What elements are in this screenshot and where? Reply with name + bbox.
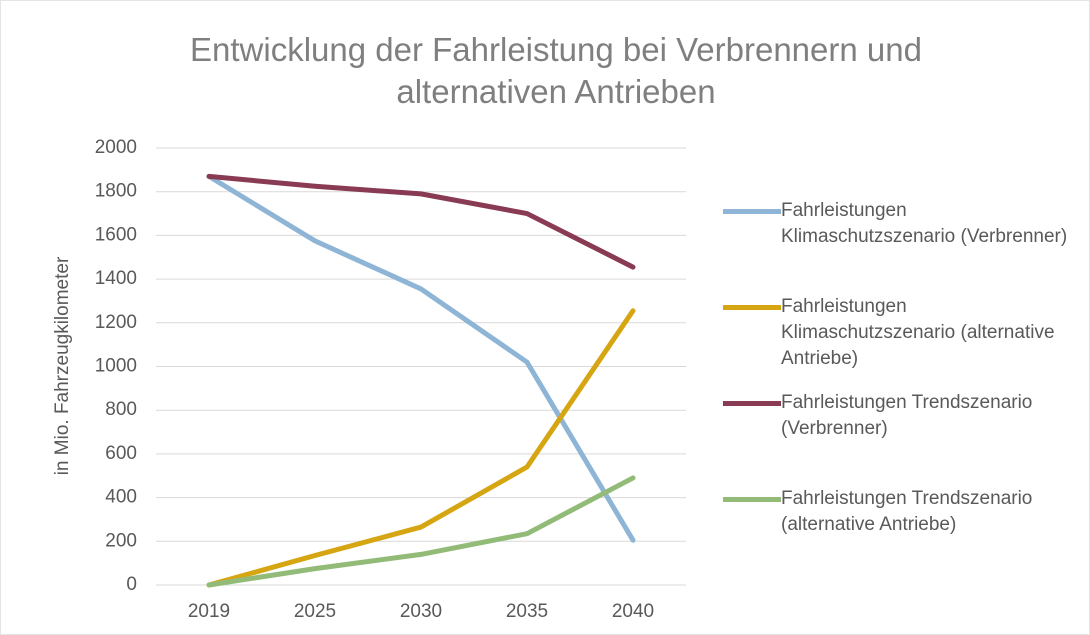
series-line: [206, 308, 636, 588]
y-axis-label: in Mio. Fahrzeugkilometer: [52, 256, 73, 475]
chart-title: Entwicklung der Fahrleistung bei Verbren…: [190, 31, 922, 110]
x-tick-label: 2030: [400, 601, 442, 622]
y-tick-label: 1600: [95, 224, 137, 245]
legend-swatch: [723, 401, 781, 406]
y-tick-label: 1400: [95, 268, 137, 289]
x-tick-label: 2025: [294, 601, 336, 622]
y-tick-label: 1800: [95, 181, 137, 202]
legend-entry: Fahrleistungen Trendszenario (Verbrenner…: [723, 390, 1081, 486]
legend-swatch: [723, 209, 781, 214]
legend-entry: Fahrleistungen Klimaschutzszenario (alte…: [723, 294, 1081, 390]
legend-swatch: [723, 305, 781, 310]
y-tick-label: 2000: [95, 137, 137, 158]
legend: Fahrleistungen Klimaschutzszenario (Verb…: [723, 198, 1081, 582]
y-tick-label: 1200: [95, 312, 137, 333]
legend-label: Fahrleistungen Klimaschutzszenario (alte…: [781, 296, 1055, 369]
y-tick-label: 800: [105, 399, 137, 420]
legend-swatch: [723, 497, 781, 502]
x-tick-label: 2035: [506, 601, 548, 622]
y-tick-label: 600: [105, 443, 137, 464]
series-line: [206, 475, 636, 588]
x-tick-label: 2040: [612, 601, 654, 622]
legend-label: Fahrleistungen Trendszenario (alternativ…: [781, 488, 1033, 535]
legend-label: Fahrleistungen Trendszenario (Verbrenner…: [781, 392, 1033, 439]
legend-entry: Fahrleistungen Klimaschutzszenario (Verb…: [723, 198, 1081, 294]
y-tick-label: 200: [105, 530, 137, 551]
series-line: [206, 173, 636, 270]
y-tick-label: 1000: [95, 356, 137, 377]
legend-entry: Fahrleistungen Trendszenario (alternativ…: [723, 486, 1081, 582]
y-tick-label: 400: [105, 487, 137, 508]
x-tick-label: 2019: [188, 601, 230, 622]
y-tick-label: 0: [126, 574, 137, 595]
series-line: [206, 173, 636, 543]
legend-label: Fahrleistungen Klimaschutzszenario (Verb…: [781, 200, 1068, 247]
